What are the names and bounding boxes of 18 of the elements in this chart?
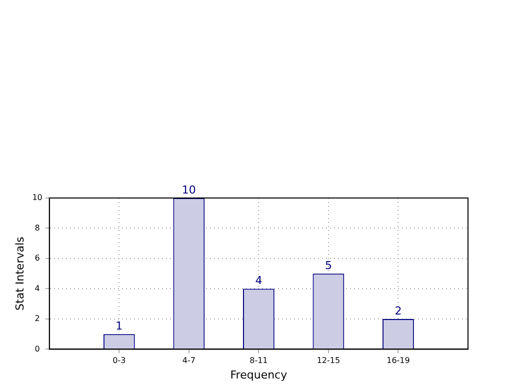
y-tick-label: 8 xyxy=(34,223,40,232)
x-tick-label: 4-7 xyxy=(182,356,196,366)
x-tick-label: 12-15 xyxy=(316,356,340,366)
y-tick-label: 2 xyxy=(34,314,40,324)
x-tick-label: 16-19 xyxy=(386,356,410,366)
x-tick-label: 8-11 xyxy=(250,356,268,366)
data-label: 1 xyxy=(116,319,123,332)
y-axis-title: Stat Intervals xyxy=(13,236,26,310)
data-label: 2 xyxy=(394,304,402,318)
x-tick-label: 0-3 xyxy=(112,356,126,366)
x-axis-title: Frequency xyxy=(230,368,288,382)
y-tick-label: 6 xyxy=(34,254,40,263)
data-label: 4 xyxy=(255,274,262,288)
y-tick-label: 0 xyxy=(34,344,40,354)
y-tick-label: 4 xyxy=(34,284,40,293)
y-tick-label: 10 xyxy=(32,193,42,202)
data-label: 10 xyxy=(182,183,196,196)
data-label: 5 xyxy=(324,258,332,272)
